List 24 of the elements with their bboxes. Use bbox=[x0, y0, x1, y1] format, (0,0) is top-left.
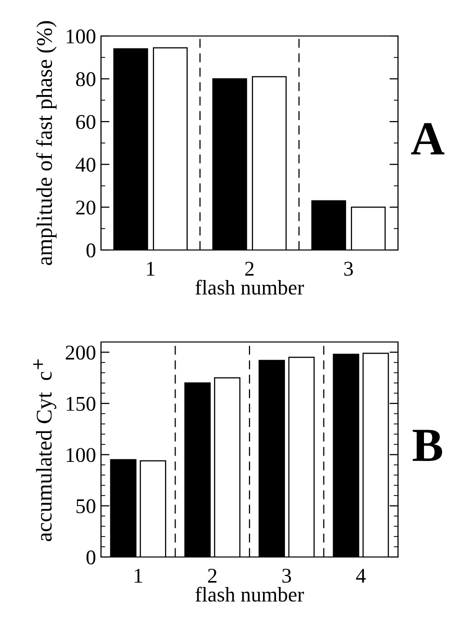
x-tick-label: 2 bbox=[208, 568, 216, 583]
y-tick-label: 100 bbox=[66, 448, 96, 462]
y-tick-label: 20 bbox=[76, 200, 96, 215]
y-tick-label: 40 bbox=[76, 158, 96, 172]
x-axis-title: flash number bbox=[195, 586, 304, 602]
y-tick-label: 0 bbox=[86, 550, 96, 564]
y-tick-label: 60 bbox=[76, 114, 96, 130]
y-tick-label: 150 bbox=[66, 396, 96, 411]
x-tick-label: 3 bbox=[344, 262, 353, 276]
y-tick-label: 80 bbox=[76, 72, 96, 86]
text: A bbox=[411, 123, 444, 154]
x-tick-label: 1 bbox=[147, 262, 154, 276]
x-axis-title: flash number bbox=[195, 280, 304, 295]
x-tick-label: 4 bbox=[356, 568, 366, 583]
x-tick-label: 2 bbox=[245, 262, 254, 276]
y-tick-label: 200 bbox=[66, 346, 96, 360]
y-axis-title: accumulated Cyt c$^{+}$ bbox=[33, 359, 56, 542]
y-tick-label: 50 bbox=[76, 499, 96, 514]
y-tick-label: 100 bbox=[66, 29, 96, 44]
x-tick-label: 3 bbox=[282, 568, 292, 583]
text: B bbox=[412, 430, 442, 461]
y-tick-label: 0 bbox=[86, 243, 96, 258]
y-axis-title: amplitude of fast phase (%) bbox=[36, 21, 57, 266]
x-tick-label: 1 bbox=[134, 568, 142, 583]
